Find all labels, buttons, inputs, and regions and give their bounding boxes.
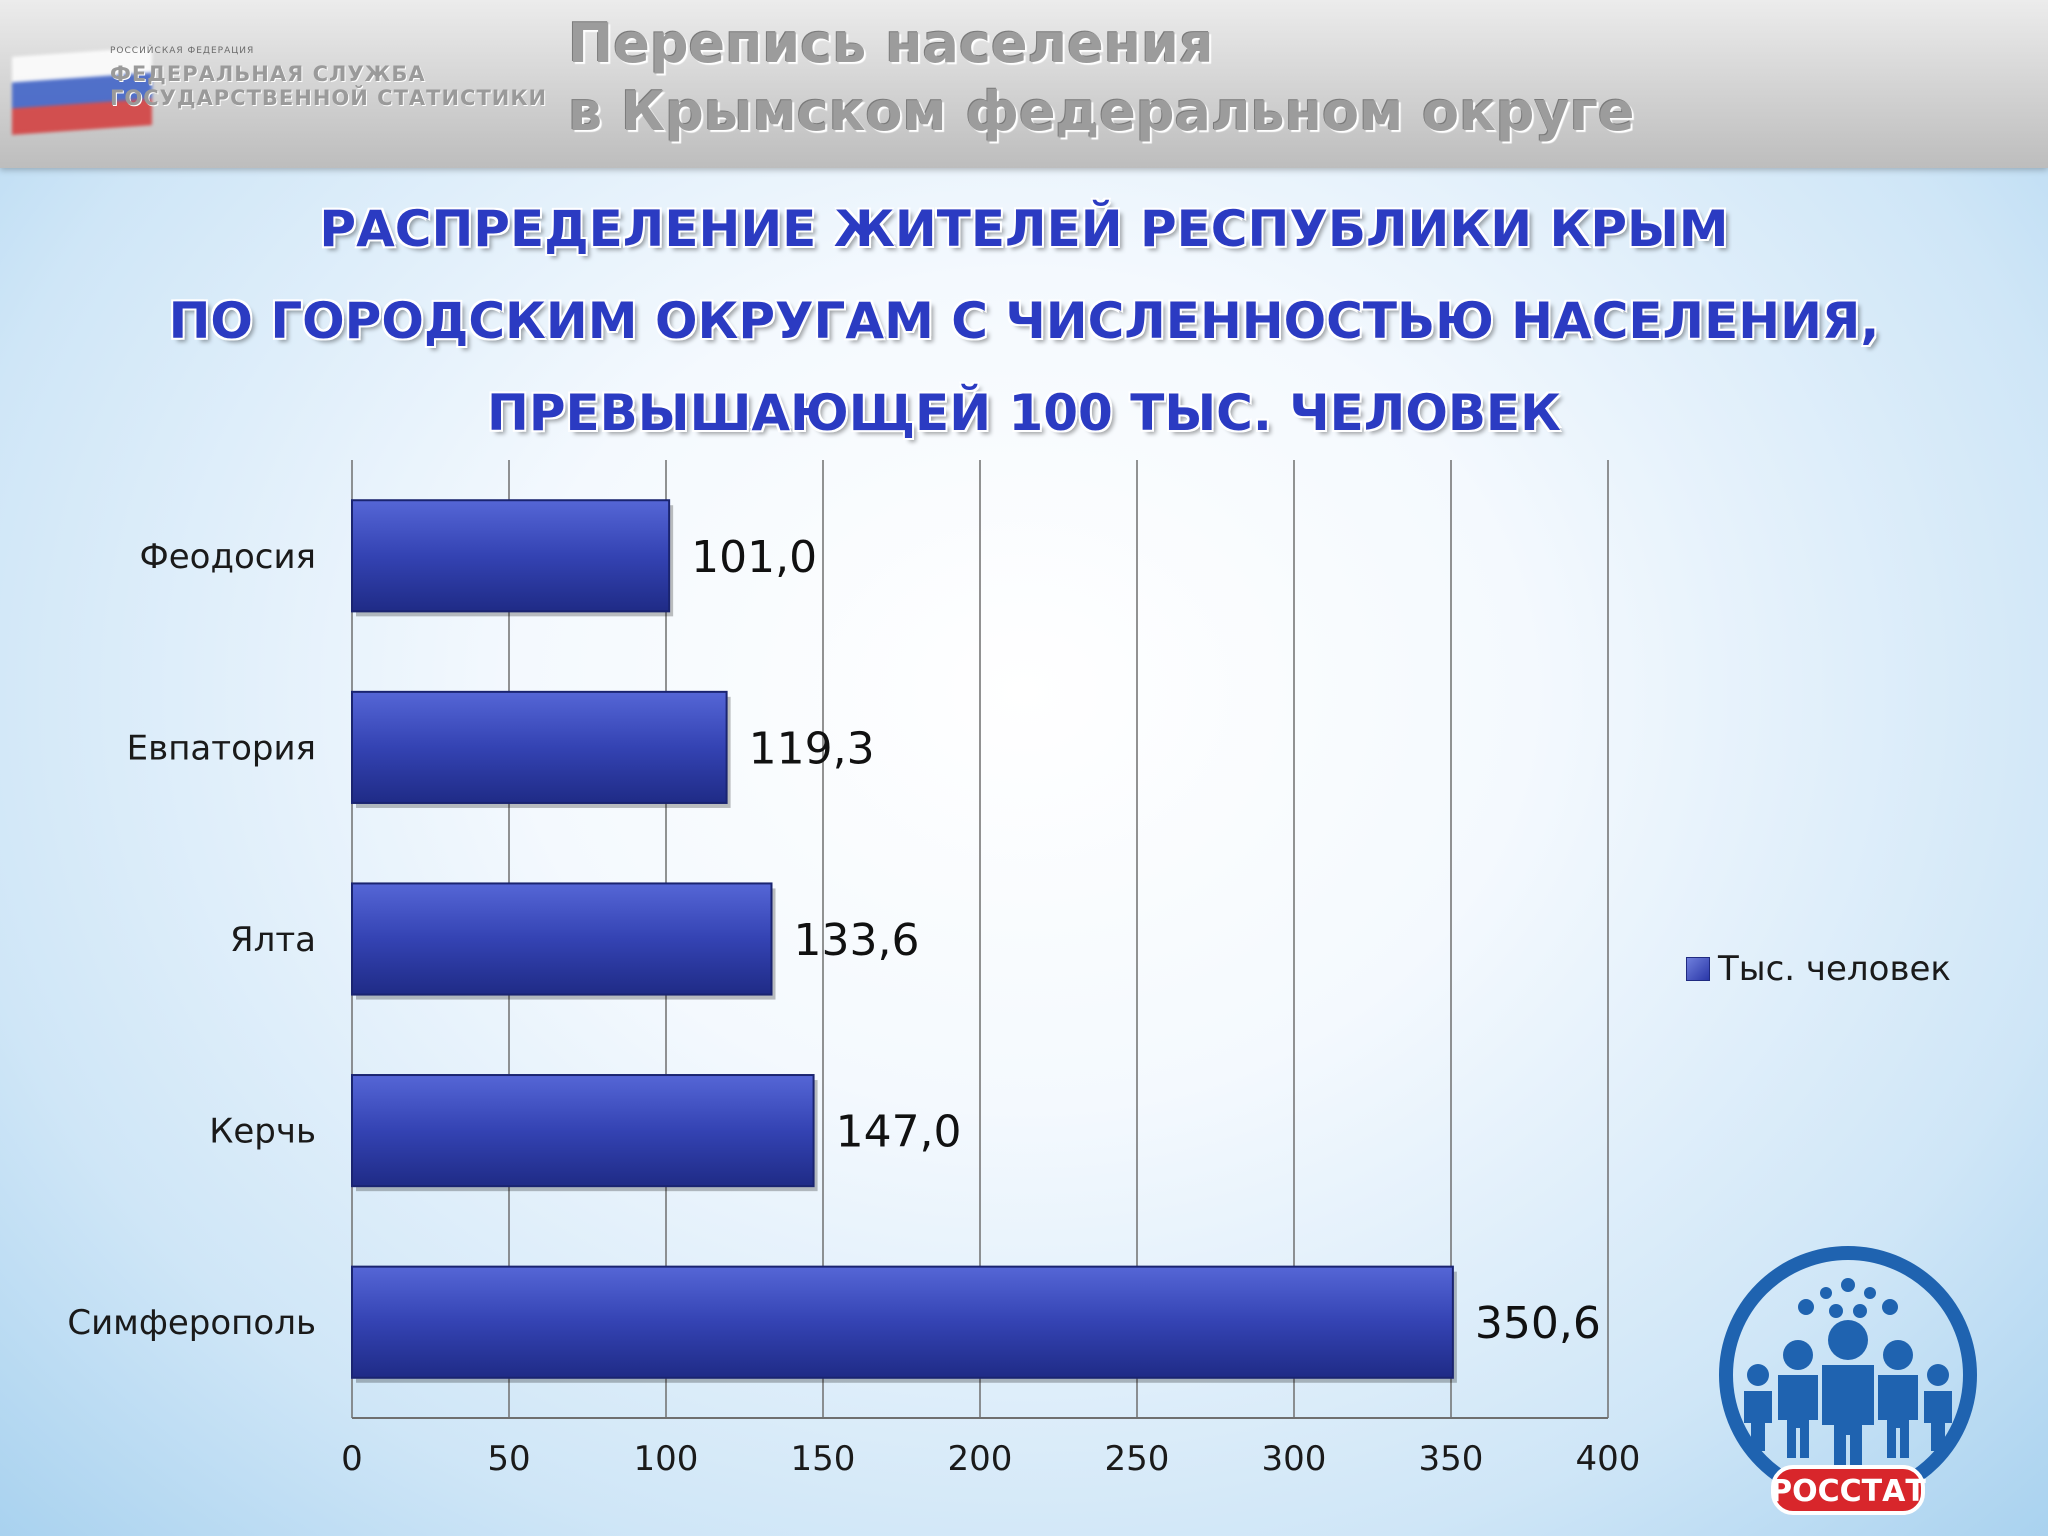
value-label: 101,0: [691, 532, 817, 583]
x-tick-label: 0: [341, 1439, 363, 1479]
category-label: Евпатория: [127, 728, 316, 768]
value-label: 147,0: [836, 1107, 962, 1158]
legend-label: Тыс. человек: [1718, 949, 1951, 989]
slide-title-line3: ПРЕВЫШАЮЩЕЙ 100 ТЫС. ЧЕЛОВЕК: [487, 384, 1561, 442]
x-tick-label: 100: [634, 1439, 699, 1479]
category-label: Феодосия: [139, 537, 316, 577]
category-label: Керчь: [209, 1112, 316, 1152]
logo-text: РОССТАТ: [1770, 1474, 1926, 1509]
agency-country: РОССИЙСКАЯ ФЕДЕРАЦИЯ: [110, 46, 255, 56]
census-title-line1: Перепись населения: [568, 12, 1214, 75]
slide-title-line2: ПО ГОРОДСКИМ ОКРУГАМ С ЧИСЛЕННОСТЬЮ НАСЕ…: [168, 292, 1880, 350]
x-tick-label: 200: [948, 1439, 1013, 1479]
category-label: Симферополь: [67, 1303, 316, 1343]
slide-title-line1: РАСПРЕДЕЛЕНИЕ ЖИТЕЛЕЙ РЕСПУБЛИКИ КРЫМ: [319, 200, 1729, 258]
chart-legend: Тыс. человек: [1686, 944, 1951, 994]
bar: [351, 882, 773, 996]
legend-swatch: [1686, 957, 1710, 981]
rosstat-logo-icon: РОССТАТ: [1719, 1246, 1977, 1515]
bar: [351, 499, 671, 613]
bar: [351, 1074, 815, 1188]
category-label: Ялта: [230, 920, 316, 960]
x-tick-label: 250: [1105, 1439, 1170, 1479]
value-label: 350,6: [1475, 1298, 1601, 1349]
bar: [351, 1265, 1454, 1379]
chart-labels: 0 50 100 150 200 250 300 350 400 Феодосия 101,0 Евп…: [67, 532, 1640, 1479]
chart-gridlines: [351, 460, 1609, 1419]
bar: [351, 690, 728, 804]
census-title-line2: в Крымском федеральном округе: [568, 80, 1635, 143]
agency-name-line1: ФЕДЕРАЛЬНАЯ СЛУЖБА: [110, 62, 426, 86]
value-label: 133,6: [794, 915, 920, 966]
value-label: 119,3: [749, 723, 875, 774]
x-tick-label: 150: [791, 1439, 856, 1479]
x-tick-label: 400: [1576, 1439, 1641, 1479]
agency-name-line2: ГОСУДАРСТВЕННОЙ СТАТИСТИКИ: [110, 86, 548, 110]
x-tick-label: 50: [487, 1439, 530, 1479]
header-banner: РОССИЙСКАЯ ФЕДЕРАЦИЯ ФЕДЕРАЛЬНАЯ СЛУЖБА …: [0, 0, 2048, 168]
x-tick-label: 350: [1419, 1439, 1484, 1479]
chart-bars: [351, 499, 1457, 1383]
x-tick-label: 300: [1262, 1439, 1327, 1479]
